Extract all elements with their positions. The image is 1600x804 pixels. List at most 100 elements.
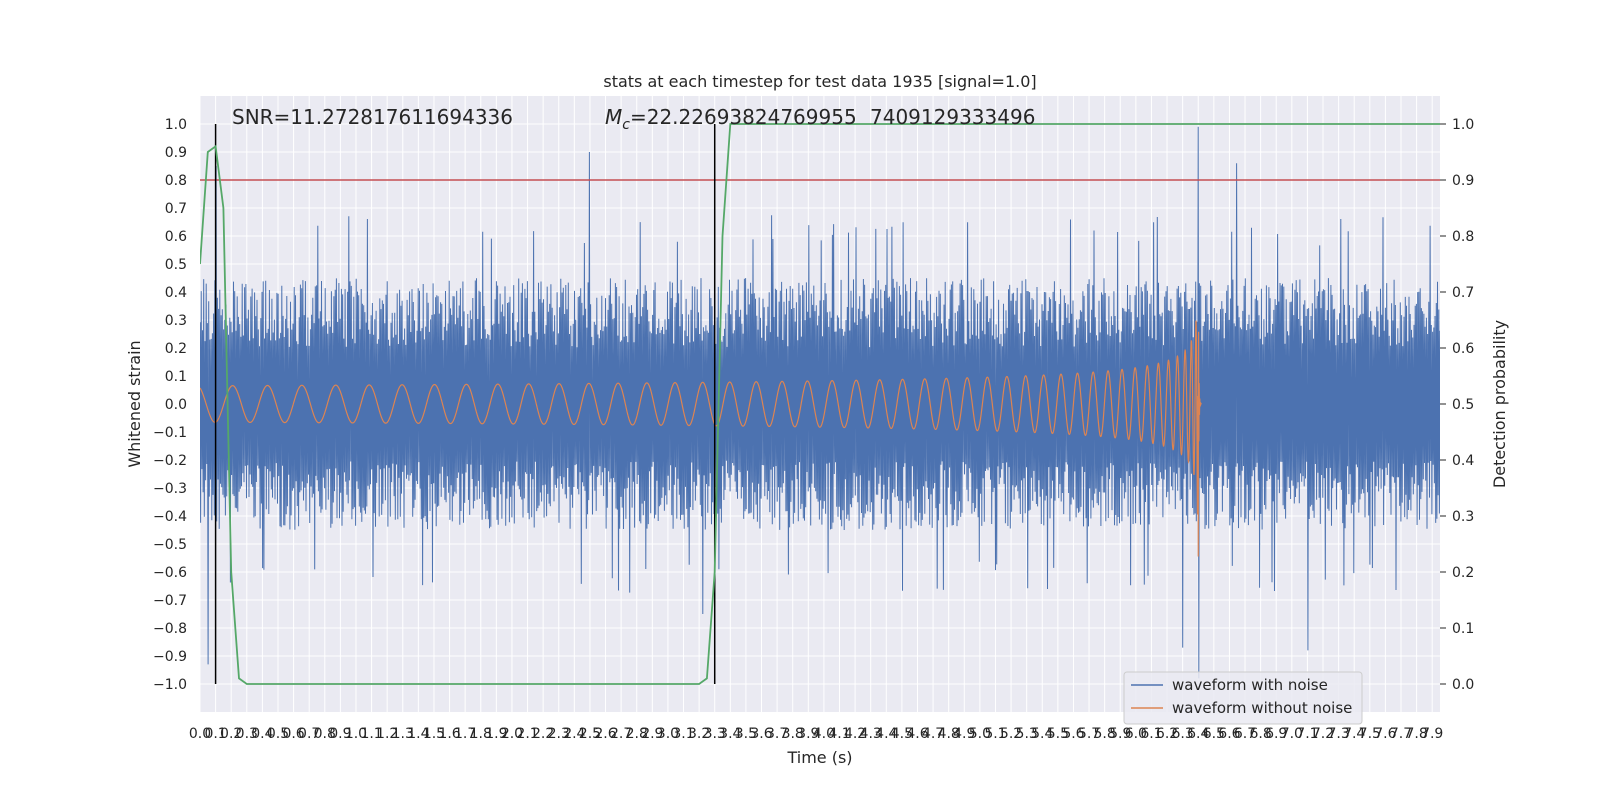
x-tick-label: 1.9 xyxy=(485,726,507,742)
y-tick-label: −0.9 xyxy=(153,649,187,665)
y-right-tick-label: 0.0 xyxy=(1452,677,1474,693)
chirp-mass-symbol: M xyxy=(605,105,622,129)
x-tick-label: 0.6 xyxy=(282,726,304,742)
y-tick-label: −1.0 xyxy=(153,677,187,693)
y-tick-label: 0.9 xyxy=(165,145,187,161)
x-tick-label: 5.4 xyxy=(1031,726,1053,742)
legend-label-waveform-without-noise: waveform without noise xyxy=(1172,699,1352,717)
series-line-waveform-with-noise xyxy=(200,126,1440,679)
x-tick-label: 2.9 xyxy=(641,726,663,742)
x-tick-label: 2.0 xyxy=(501,726,523,742)
y-right-tick-label: 0.3 xyxy=(1452,509,1474,525)
x-tick-label: 3.7 xyxy=(766,726,788,742)
x-tick-label: 7.8 xyxy=(1405,726,1427,742)
x-tick-label: 7.3 xyxy=(1327,726,1349,742)
x-tick-label: 1.0 xyxy=(345,726,367,742)
x-tick-label: 0.8 xyxy=(314,726,336,742)
y-right-tick-label: 0.7 xyxy=(1452,285,1474,301)
y-tick-label: −0.5 xyxy=(153,537,187,553)
x-tick-label: 4.0 xyxy=(813,726,835,742)
x-tick-label: 5.3 xyxy=(1016,726,1038,742)
x-tick-label: 6.3 xyxy=(1172,726,1194,742)
x-tick-label: 5.0 xyxy=(969,726,991,742)
x-tick-label: 7.5 xyxy=(1359,726,1381,742)
x-tick-label: 6.0 xyxy=(1125,726,1147,742)
x-tick-label: 7.2 xyxy=(1312,726,1334,742)
y-tick-label: −0.1 xyxy=(153,425,187,441)
y-tick-labels: −1.0 −0.9 −0.8 −0.7 −0.6 −0.5 −0.4 −0.3 −0.2 −0.1… xyxy=(153,117,187,693)
x-tick-label: 0.2 xyxy=(220,726,242,742)
y-right-tick-label: 0.1 xyxy=(1452,621,1474,637)
x-tick-label: 3.6 xyxy=(750,726,772,742)
x-tick-label: 5.2 xyxy=(1000,726,1022,742)
x-tick-label: 5.9 xyxy=(1109,726,1131,742)
y-right-tick-label: 0.8 xyxy=(1452,229,1474,245)
x-tick-label: 2.3 xyxy=(548,726,570,742)
x-tick-label: 2.2 xyxy=(532,726,554,742)
x-tick-label: 3.3 xyxy=(704,726,726,742)
x-tick-label: 5.5 xyxy=(1047,726,1069,742)
x-tick-label: 6.2 xyxy=(1156,726,1178,742)
x-tick-label: 2.7 xyxy=(610,726,632,742)
x-tick-label: 2.4 xyxy=(563,726,585,742)
x-tick-label: 6.9 xyxy=(1265,726,1287,742)
chart-title: stats at each timestep for test data 193… xyxy=(603,72,1036,91)
series-line-waveform-without-noise xyxy=(200,320,1202,557)
x-tick-label: 4.7 xyxy=(922,726,944,742)
y-right-tick-label: 0.5 xyxy=(1452,397,1474,413)
x-tick-label: 4.4 xyxy=(875,726,897,742)
x-tick-label: 6.5 xyxy=(1203,726,1225,742)
x-tick-label: 5.7 xyxy=(1078,726,1100,742)
chirp-mass-annotation: Mc=22.22693824769955 xyxy=(605,105,857,133)
y-right-tick-label: 0.9 xyxy=(1452,173,1474,189)
x-tick-label: 5.8 xyxy=(1094,726,1116,742)
y-right-axis-label: Detection probability xyxy=(1490,320,1509,488)
x-tick-label: 0.5 xyxy=(267,726,289,742)
y-tick-label: 0.0 xyxy=(165,397,187,413)
x-tick-label: 3.4 xyxy=(719,726,741,742)
y-right-tick-label: 0.2 xyxy=(1452,565,1474,581)
y-tick-label: −0.4 xyxy=(153,509,187,525)
x-tick-label: 6.1 xyxy=(1140,726,1162,742)
x-tick-label: 7.4 xyxy=(1343,726,1365,742)
y-tick-label: 0.4 xyxy=(165,285,187,301)
x-tick-label: 7.1 xyxy=(1296,726,1318,742)
x-tick-label: 2.6 xyxy=(594,726,616,742)
y-tick-label: −0.3 xyxy=(153,481,187,497)
x-tick-label: 6.7 xyxy=(1234,726,1256,742)
x-tick-label: 3.9 xyxy=(797,726,819,742)
legend-box xyxy=(1123,671,1363,725)
x-tick-label: 0.4 xyxy=(251,726,273,742)
legend-label-waveform-with-noise: waveform with noise xyxy=(1172,676,1328,694)
x-tick-label: 4.6 xyxy=(906,726,928,742)
x-tick-label: 6.6 xyxy=(1218,726,1240,742)
y-right-tick-label: 0.4 xyxy=(1452,453,1474,469)
x-tick-label: 5.1 xyxy=(984,726,1006,742)
y-axis-label: Whitened strain xyxy=(125,340,144,467)
x-tick-label: 1.5 xyxy=(423,726,445,742)
y-tick-label: −0.8 xyxy=(153,621,187,637)
y-tick-label: −0.2 xyxy=(153,453,187,469)
x-tick-label: 4.3 xyxy=(860,726,882,742)
y-tick-label: 0.7 xyxy=(165,201,187,217)
y-right-tick-label: 0.6 xyxy=(1452,341,1474,357)
x-tick-label: 3.0 xyxy=(657,726,679,742)
chirp-mass-overlap-annotation: 7409129333496 xyxy=(870,105,1035,129)
x-tick-label: 5.6 xyxy=(1062,726,1084,742)
snr-annotation: SNR=11.272817611694336 xyxy=(232,105,513,129)
x-tick-label: 3.1 xyxy=(672,726,694,742)
x-tick-label: 0.1 xyxy=(204,726,226,742)
x-tick-label: 2.5 xyxy=(579,726,601,742)
y-tick-label: 0.3 xyxy=(165,313,187,329)
x-tick-label: 7.6 xyxy=(1374,726,1396,742)
x-tick-label: 7.9 xyxy=(1421,726,1443,742)
x-tick-label: 1.7 xyxy=(454,726,476,742)
y-tick-label: 0.1 xyxy=(165,369,187,385)
x-tick-label: 4.2 xyxy=(844,726,866,742)
x-tick-label: 3.8 xyxy=(782,726,804,742)
chirp-mass-subscript: c xyxy=(622,117,630,133)
legend: waveform with noise waveform without noi… xyxy=(1123,671,1363,725)
x-tick-label: 1.6 xyxy=(438,726,460,742)
